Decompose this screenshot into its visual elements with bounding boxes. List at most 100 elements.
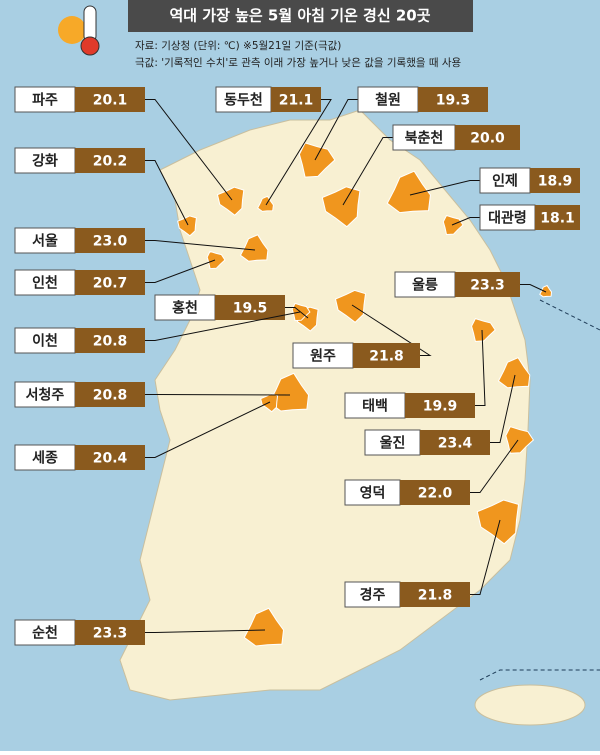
value-box [400, 480, 470, 505]
leader-line [451, 217, 480, 226]
name-box [292, 342, 354, 369]
station-name: 동두천 [224, 93, 263, 109]
station-value: 20.4 [93, 451, 128, 467]
name-box [344, 479, 401, 506]
value-box [75, 382, 145, 407]
leader-line [145, 160, 189, 226]
region [334, 289, 367, 323]
station-name: 서울 [32, 233, 58, 250]
station-value: 23.3 [93, 626, 128, 642]
region [476, 499, 520, 545]
station-name: 영덕 [360, 485, 386, 502]
region [239, 234, 269, 262]
station-value: 19.3 [436, 93, 471, 109]
station-value: 23.3 [470, 278, 505, 294]
station-value: 23.0 [93, 234, 128, 250]
leader-line [520, 284, 547, 293]
region [471, 317, 496, 342]
station-value: 20.8 [93, 334, 128, 350]
stations: 파주 20.1 동두천 21.1 철원 19.3 북춘천 20.0 인제 18.9 대관령 18.1 강… [14, 86, 580, 647]
value-box [75, 445, 145, 470]
leader-line [314, 99, 358, 161]
name-box [344, 581, 401, 608]
name-box [14, 269, 76, 296]
name-box [344, 392, 406, 419]
value-box [405, 393, 475, 418]
value-box [75, 87, 145, 112]
value-box [455, 125, 520, 150]
sea-boundary [479, 299, 600, 681]
station-name: 순천 [32, 626, 58, 642]
value-box [75, 228, 145, 253]
station-name: 울릉 [412, 277, 438, 294]
region [177, 215, 197, 237]
name-box [14, 86, 76, 113]
source-note: 자료: 기상청 (단위: ℃) ※5월21일 기준(극값) [135, 39, 341, 52]
value-box [455, 272, 520, 297]
station-name: 철원 [375, 93, 401, 109]
value-box [420, 430, 490, 455]
leader-line [145, 401, 271, 458]
value-box [535, 205, 580, 230]
value-box [75, 270, 145, 295]
station-name: 인제 [492, 173, 518, 190]
station-name: 북춘천 [405, 131, 444, 147]
regions [177, 142, 553, 647]
leader-line [145, 259, 216, 283]
leader-line [409, 180, 480, 196]
jeju [474, 684, 586, 726]
name-box [154, 294, 216, 321]
name-box [14, 227, 76, 254]
station-value: 18.1 [540, 211, 575, 227]
leader-line [145, 394, 291, 396]
station-value: 20.7 [93, 276, 128, 292]
station-value: 21.8 [418, 588, 453, 604]
station-name: 태백 [362, 399, 388, 415]
region [386, 170, 431, 214]
station-name: 세종 [32, 451, 58, 467]
leader-line [285, 307, 309, 319]
leader-line [470, 439, 519, 493]
name-box [394, 271, 456, 298]
region [206, 250, 226, 270]
leader-line [145, 629, 266, 633]
leader-line [470, 519, 501, 595]
station-name: 원주 [310, 349, 336, 365]
value-box [353, 343, 420, 368]
title: 역대 가장 높은 5월 아침 기온 경신 20곳 [169, 7, 430, 25]
station-name: 서청주 [26, 388, 65, 404]
leader-line [265, 99, 332, 206]
value-box [75, 328, 145, 353]
value-box [75, 620, 145, 645]
station-name: 이천 [32, 333, 58, 350]
station-value: 21.8 [369, 349, 404, 365]
leader-line [145, 99, 233, 201]
station-value: 18.9 [538, 174, 573, 190]
leader-line [490, 374, 516, 443]
name-box [357, 86, 419, 113]
name-box [14, 327, 76, 354]
definition-note: 극값: '기록적인 수치'로 관측 이래 가장 높거나 낮은 값을 기록했을 때… [135, 57, 462, 69]
station-value: 21.1 [279, 93, 314, 109]
station-name: 홍천 [172, 300, 198, 317]
region [539, 284, 553, 298]
name-box [14, 381, 76, 408]
station-value: 20.2 [93, 154, 128, 170]
value-box [400, 582, 470, 607]
station-value: 19.9 [423, 399, 458, 415]
leader-line [145, 240, 256, 251]
region [243, 607, 285, 647]
name-box [14, 444, 76, 471]
station-value: 19.5 [233, 301, 268, 317]
station-name: 강화 [32, 153, 58, 170]
name-box [479, 167, 531, 194]
station-value: 22.0 [418, 486, 453, 502]
name-box [479, 204, 536, 231]
station-value: 20.0 [470, 131, 505, 147]
station-name: 인천 [32, 275, 58, 292]
value-box [215, 295, 285, 320]
value-box [530, 168, 580, 193]
region [298, 142, 336, 178]
